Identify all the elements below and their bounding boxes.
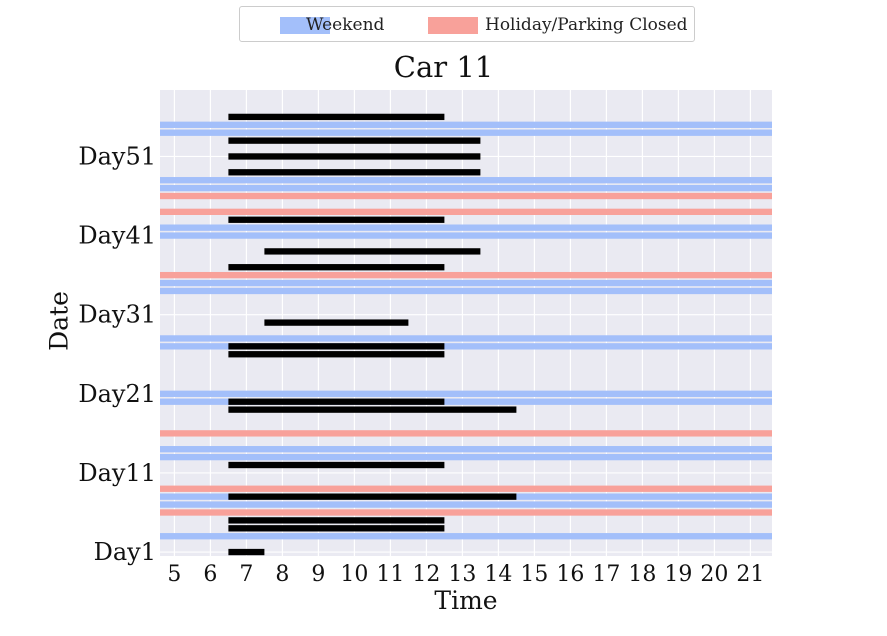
y-tick-labels: Day1 Day11 Day21 Day31 Day41 Day51 — [78, 142, 156, 566]
holiday-band — [160, 430, 772, 437]
x-tick-label: 6 — [203, 562, 217, 587]
x-tick-label: 7 — [239, 562, 253, 587]
holiday-band — [160, 485, 772, 492]
x-tick-label: 15 — [520, 562, 548, 587]
legend-holiday-swatch — [428, 17, 478, 34]
usage-bar — [228, 406, 517, 413]
holiday-band — [160, 509, 772, 516]
x-tick-label: 16 — [556, 562, 584, 587]
usage-bar — [228, 153, 481, 160]
x-tick-label: 10 — [340, 562, 368, 587]
weekend-band — [160, 501, 772, 508]
x-tick-label: 14 — [484, 562, 512, 587]
plot-area — [160, 90, 772, 556]
usage-bar — [228, 398, 445, 405]
weekend-band — [160, 446, 772, 453]
usage-bar — [264, 248, 481, 255]
weekend-band — [160, 121, 772, 128]
x-tick-label: 21 — [736, 562, 764, 587]
weekend-band — [160, 177, 772, 184]
usage-bar — [228, 525, 445, 532]
usage-bar — [228, 113, 445, 121]
y-tick-label: Day31 — [78, 301, 156, 329]
y-tick-label: Day41 — [78, 222, 156, 250]
weekend-band — [160, 232, 772, 239]
holiday-band — [160, 208, 772, 216]
x-gridlines — [173, 90, 752, 556]
usage-bar — [228, 216, 445, 223]
weekend-band — [160, 343, 772, 350]
weekend-band — [160, 335, 772, 342]
holiday-band — [160, 271, 772, 279]
y-axis-label: Date — [44, 291, 74, 351]
usage-bar — [228, 548, 265, 556]
weekend-band — [160, 453, 772, 461]
x-tick-label: 12 — [412, 562, 440, 587]
x-tick-label: 13 — [448, 562, 476, 587]
weekend-band — [160, 224, 772, 231]
y-tick-label: Day11 — [78, 459, 156, 487]
holiday-band — [160, 192, 772, 200]
x-tick-label: 17 — [592, 562, 620, 587]
x-tick-labels: 5 6 7 8 9 10 11 12 13 14 15 16 17 18 19 20 21 — [167, 562, 764, 587]
calendar-bands — [160, 121, 772, 540]
x-tick-label: 5 — [167, 562, 181, 587]
weekend-band — [160, 184, 772, 192]
usage-bar — [228, 137, 481, 144]
weekend-band — [160, 533, 772, 540]
weekend-band — [160, 279, 772, 287]
usage-bar — [228, 264, 445, 271]
weekend-band — [160, 129, 772, 136]
y-tick-label: Day21 — [78, 380, 156, 408]
y-tick-label: Day51 — [78, 142, 156, 170]
x-tick-label: 11 — [376, 562, 404, 587]
usage-bar — [228, 461, 445, 469]
usage-bar — [264, 319, 409, 326]
usage-bar — [228, 169, 481, 176]
legend-weekend-swatch — [280, 17, 330, 34]
legend-weekend-label: Weekend — [306, 15, 385, 35]
x-axis-label: Time — [434, 586, 498, 615]
usage-bar — [228, 517, 445, 524]
x-tick-label: 20 — [700, 562, 728, 587]
usage-bar — [228, 351, 445, 358]
weekend-band — [160, 287, 772, 295]
x-tick-label: 19 — [664, 562, 692, 587]
weekend-band — [160, 390, 772, 397]
legend: Weekend Holiday/Parking Closed — [239, 6, 695, 42]
x-tick-label: 18 — [628, 562, 656, 587]
usage-bars — [228, 113, 517, 556]
x-tick-label: 8 — [275, 562, 289, 587]
y-tick-label: Day1 — [94, 538, 156, 566]
usage-bar — [228, 493, 517, 500]
chart-title: Car 11 — [393, 50, 494, 84]
x-tick-label: 9 — [311, 562, 325, 587]
usage-bar — [228, 343, 445, 350]
legend-holiday-label: Holiday/Parking Closed — [485, 15, 688, 35]
weekend-band — [160, 398, 772, 405]
